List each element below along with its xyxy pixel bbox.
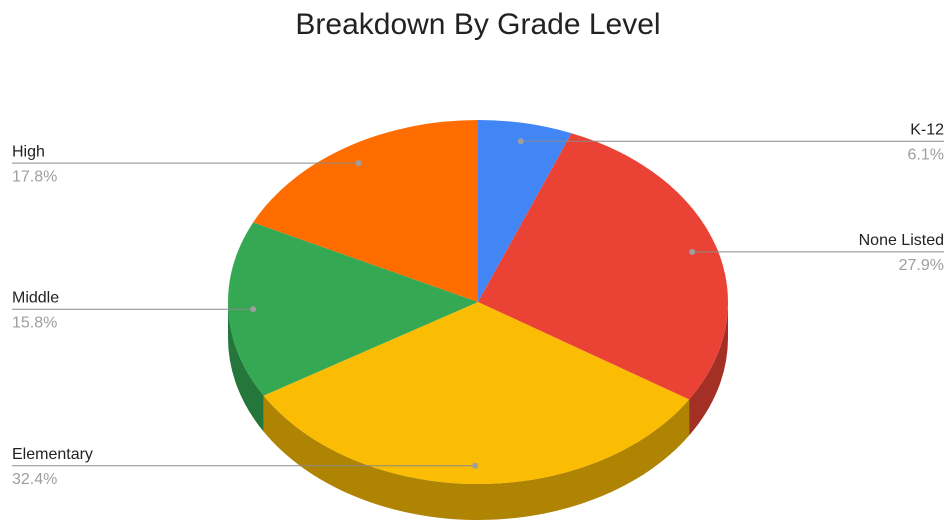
slice-label: None Listed (859, 232, 944, 249)
leader-dot (472, 462, 479, 469)
leader-dot (689, 248, 696, 255)
slice (478, 120, 572, 302)
slice (478, 133, 729, 400)
slice-label: Elementary (12, 446, 93, 463)
leader-dot (517, 138, 524, 145)
chart-title: Breakdown By Grade Level (295, 8, 660, 41)
slice-value: 27.9% (899, 257, 944, 274)
leader-dot (250, 306, 257, 313)
slice (263, 302, 690, 485)
slice-side (263, 395, 690, 520)
slice-value: 15.8% (12, 314, 57, 331)
slice-value: 6.1% (908, 146, 944, 163)
slice (253, 119, 478, 302)
leader-dot (355, 160, 362, 167)
slice-label: High (12, 143, 45, 160)
slice (228, 222, 478, 396)
slice-label: Middle (12, 289, 59, 306)
slice-value: 32.4% (12, 471, 57, 488)
slice-label: K-12 (910, 121, 944, 138)
slice-side (228, 302, 264, 432)
slice-side (689, 302, 728, 436)
slice-value: 17.8% (12, 168, 57, 185)
